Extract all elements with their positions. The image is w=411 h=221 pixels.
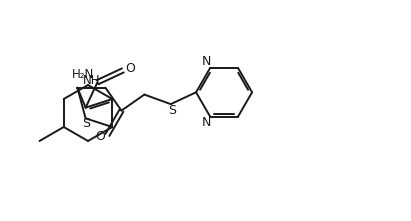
- Text: O: O: [95, 130, 105, 143]
- Text: N: N: [202, 116, 211, 129]
- Text: H₂N: H₂N: [72, 68, 95, 81]
- Text: S: S: [83, 117, 90, 130]
- Text: N: N: [202, 55, 211, 69]
- Text: S: S: [168, 104, 175, 117]
- Text: O: O: [125, 62, 135, 75]
- Text: NH: NH: [83, 74, 100, 87]
